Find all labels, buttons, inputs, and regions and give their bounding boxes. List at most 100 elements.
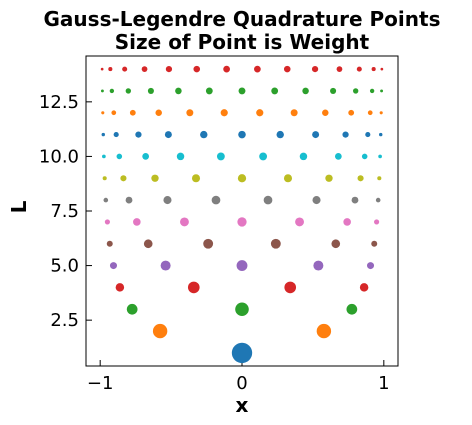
data-point-L7 — [133, 218, 141, 226]
data-point-L11 — [200, 130, 208, 139]
data-point-L3 — [126, 303, 138, 315]
data-point-L8 — [211, 195, 221, 205]
data-point-L13 — [302, 87, 309, 95]
data-point-L7 — [295, 217, 304, 227]
x-axis-label: x — [236, 393, 249, 417]
data-point-L5 — [367, 262, 375, 270]
data-point-L1 — [231, 342, 253, 364]
data-point-L13 — [271, 87, 279, 95]
data-point-L12 — [348, 109, 355, 116]
data-point-L10 — [116, 153, 123, 160]
data-point-L13 — [125, 88, 132, 94]
data-point-L12 — [379, 111, 383, 115]
data-points — [100, 65, 384, 364]
data-point-L6 — [143, 239, 153, 249]
data-point-L10 — [142, 153, 150, 160]
data-point-L14 — [283, 65, 291, 73]
data-point-L6 — [203, 238, 214, 249]
data-point-L2 — [316, 323, 332, 339]
data-point-L13 — [380, 89, 384, 93]
data-point-L5 — [160, 260, 171, 271]
data-point-L14 — [380, 67, 384, 71]
data-point-L3 — [346, 303, 358, 315]
data-point-L11 — [164, 131, 172, 139]
data-point-L5 — [236, 260, 248, 272]
data-point-L8 — [351, 196, 359, 204]
data-point-L13 — [175, 87, 182, 95]
plot-frame — [85, 55, 399, 367]
data-point-L10 — [299, 152, 308, 161]
data-point-L14 — [141, 66, 148, 72]
x-tick-label: 1 — [378, 373, 389, 394]
data-point-L12 — [186, 109, 194, 117]
data-point-L11 — [135, 131, 142, 138]
data-point-L9 — [102, 176, 107, 181]
data-point-L6 — [371, 240, 378, 247]
data-point-L4 — [187, 281, 200, 294]
data-point-L14 — [122, 66, 128, 72]
data-point-L14 — [356, 66, 362, 72]
data-point-L14 — [336, 66, 343, 72]
data-point-L14 — [311, 65, 319, 73]
data-point-L11 — [113, 132, 119, 138]
data-point-L7 — [374, 219, 380, 225]
data-point-L4 — [284, 281, 297, 294]
data-point-L2 — [152, 323, 168, 339]
data-point-L9 — [237, 174, 247, 183]
data-point-L12 — [129, 109, 136, 116]
data-point-L10 — [378, 154, 382, 159]
data-point-L11 — [365, 132, 371, 138]
y-tick-label: 12.5 — [39, 92, 79, 113]
data-point-L6 — [106, 240, 113, 247]
data-point-L12 — [322, 109, 329, 117]
data-point-L8 — [163, 196, 172, 205]
axis-ticks: −1 0 12.55.07.510.012.5 — [39, 92, 390, 394]
data-point-L12 — [256, 109, 264, 117]
data-point-L11 — [379, 132, 383, 137]
data-point-L12 — [101, 111, 105, 115]
data-point-L6 — [270, 238, 281, 249]
data-point-L8 — [312, 196, 321, 205]
data-point-L14 — [193, 65, 201, 73]
data-point-L12 — [367, 110, 373, 116]
data-point-L7 — [180, 217, 189, 227]
data-point-L7 — [343, 218, 351, 226]
data-point-L9 — [151, 174, 159, 182]
data-point-L10 — [361, 153, 368, 160]
chart-title-line1: Gauss-Legendre Quadrature Points — [44, 7, 441, 31]
data-point-L14 — [100, 67, 104, 71]
data-point-L7 — [104, 219, 110, 225]
data-point-L7 — [237, 217, 247, 227]
data-point-L5 — [313, 260, 324, 271]
data-point-L9 — [325, 174, 333, 182]
data-point-L9 — [120, 175, 127, 182]
data-point-L8 — [375, 197, 381, 203]
data-point-L13 — [369, 88, 375, 94]
y-tick-label: 10.0 — [39, 146, 79, 167]
data-point-L9 — [191, 174, 201, 183]
data-point-L12 — [111, 110, 117, 116]
data-point-L12 — [155, 109, 162, 117]
data-point-L14 — [223, 65, 230, 73]
data-point-L10 — [176, 152, 185, 161]
data-point-L13 — [330, 87, 337, 94]
data-point-L9 — [377, 176, 382, 181]
data-point-L14 — [165, 65, 173, 73]
data-point-L14 — [108, 67, 113, 72]
x-tick-label: −1 — [87, 373, 114, 394]
data-point-L10 — [102, 154, 106, 159]
data-point-L4 — [359, 283, 369, 292]
data-point-L11 — [276, 130, 284, 139]
data-point-L8 — [263, 195, 273, 205]
data-point-L12 — [220, 109, 228, 117]
y-tick-label: 2.5 — [50, 310, 79, 331]
data-point-L11 — [101, 132, 105, 137]
data-point-L13 — [352, 88, 359, 94]
data-point-L12 — [290, 109, 298, 117]
data-point-L6 — [331, 239, 341, 249]
data-point-L10 — [216, 152, 225, 161]
x-tick-label: 0 — [236, 373, 247, 394]
data-point-L13 — [238, 87, 246, 95]
data-point-L13 — [109, 88, 115, 94]
